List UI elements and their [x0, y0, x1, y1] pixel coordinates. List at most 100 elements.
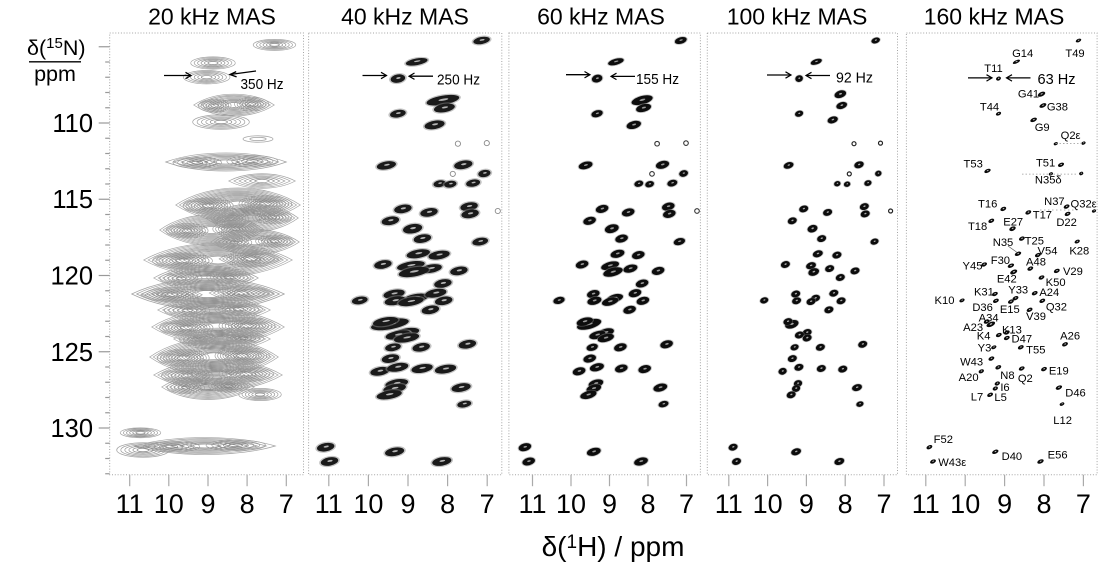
svg-text:125: 125 — [50, 339, 93, 367]
svg-text:N35: N35 — [993, 237, 1014, 249]
svg-text:ppm: ppm — [34, 62, 76, 86]
svg-text:D40: D40 — [1002, 451, 1023, 463]
svg-text:V54: V54 — [1038, 246, 1058, 258]
svg-text:D47: D47 — [1012, 333, 1033, 345]
svg-text:W43ε: W43ε — [938, 457, 966, 469]
svg-text:T11: T11 — [984, 63, 1002, 75]
svg-text:E19: E19 — [1049, 365, 1069, 377]
svg-text:E15: E15 — [1000, 304, 1020, 316]
svg-text:N8: N8 — [1000, 370, 1014, 382]
svg-text:11: 11 — [912, 489, 940, 519]
svg-text:G41: G41 — [1018, 89, 1039, 101]
svg-text:40 kHz MAS: 40 kHz MAS — [341, 4, 469, 30]
svg-text:T18: T18 — [968, 221, 987, 233]
svg-text:N37: N37 — [1044, 196, 1065, 208]
svg-text:Y45: Y45 — [963, 260, 983, 272]
svg-text:9: 9 — [997, 489, 1012, 519]
svg-text:D36: D36 — [972, 302, 993, 314]
svg-text:K4: K4 — [977, 330, 991, 342]
svg-text:T16: T16 — [978, 199, 997, 211]
svg-text:10: 10 — [950, 489, 980, 519]
svg-text:T44: T44 — [980, 102, 999, 114]
svg-text:160 kHz MAS: 160 kHz MAS — [924, 4, 1065, 30]
svg-text:11: 11 — [116, 489, 144, 519]
svg-text:120: 120 — [50, 263, 93, 291]
svg-text:Q32ε: Q32ε — [1071, 199, 1097, 211]
svg-text:60 kHz MAS: 60 kHz MAS — [537, 4, 665, 30]
svg-text:V29: V29 — [1063, 266, 1083, 278]
svg-text:T25: T25 — [1025, 235, 1044, 247]
svg-text:I6: I6 — [1000, 382, 1009, 394]
svg-text:K13: K13 — [1002, 324, 1022, 336]
svg-text:8: 8 — [640, 489, 655, 519]
svg-text:7: 7 — [876, 489, 891, 519]
svg-text:T49: T49 — [1065, 48, 1084, 60]
svg-text:L5: L5 — [994, 392, 1006, 404]
svg-text:A24: A24 — [1039, 287, 1059, 299]
svg-text:W43: W43 — [960, 356, 983, 368]
svg-text:E27: E27 — [1003, 216, 1023, 228]
svg-text:K28: K28 — [1069, 246, 1089, 258]
svg-text:Y33: Y33 — [1008, 284, 1028, 296]
svg-text:K10: K10 — [935, 295, 955, 307]
svg-text:11: 11 — [518, 489, 546, 519]
svg-text:20 kHz MAS: 20 kHz MAS — [148, 4, 276, 30]
svg-text:155 Hz: 155 Hz — [636, 72, 679, 88]
svg-text:9: 9 — [602, 489, 617, 519]
svg-text:F52: F52 — [934, 434, 953, 446]
svg-text:Q2: Q2 — [1018, 373, 1033, 385]
svg-text:A48: A48 — [1026, 257, 1046, 269]
svg-text:63 Hz: 63 Hz — [1038, 71, 1076, 88]
svg-text:10: 10 — [353, 489, 383, 519]
svg-text:A23: A23 — [963, 322, 983, 334]
svg-text:350 Hz: 350 Hz — [241, 77, 284, 93]
svg-text:A20: A20 — [959, 372, 979, 384]
svg-text:L12: L12 — [1053, 415, 1072, 427]
svg-text:8: 8 — [440, 489, 455, 519]
svg-text:Y3: Y3 — [978, 342, 992, 354]
svg-text:115: 115 — [52, 186, 93, 214]
svg-text:T17: T17 — [1033, 209, 1052, 221]
svg-text:E42: E42 — [997, 274, 1017, 286]
svg-text:7: 7 — [1076, 489, 1091, 519]
svg-text:110: 110 — [52, 110, 93, 138]
svg-text:100 kHz MAS: 100 kHz MAS — [727, 4, 868, 30]
svg-text:10: 10 — [154, 489, 184, 519]
svg-text:11: 11 — [715, 489, 743, 519]
svg-text:9: 9 — [200, 489, 215, 519]
svg-text:G38: G38 — [1047, 101, 1068, 113]
svg-text:T53: T53 — [964, 158, 983, 170]
svg-text:A34: A34 — [979, 313, 999, 325]
svg-text:K31: K31 — [974, 287, 994, 299]
svg-text:T51: T51 — [1036, 157, 1055, 169]
svg-text:D46: D46 — [1065, 388, 1086, 400]
svg-text:V39: V39 — [1026, 311, 1046, 323]
svg-text:T55: T55 — [1026, 344, 1045, 356]
svg-text:250 Hz: 250 Hz — [437, 73, 480, 89]
svg-text:10: 10 — [753, 489, 783, 519]
svg-text:K50: K50 — [1046, 277, 1066, 289]
svg-text:11: 11 — [315, 489, 343, 519]
svg-text:10: 10 — [556, 489, 586, 519]
svg-text:7: 7 — [279, 489, 294, 519]
svg-text:130: 130 — [50, 415, 93, 443]
svg-text:E56: E56 — [1048, 450, 1068, 462]
svg-text:9: 9 — [799, 489, 814, 519]
svg-text:δ(1H) / ppm: δ(1H) / ppm — [542, 531, 685, 562]
svg-text:8: 8 — [1036, 489, 1051, 519]
svg-text:9: 9 — [400, 489, 415, 519]
svg-text:L7: L7 — [971, 392, 983, 404]
svg-text:92 Hz: 92 Hz — [836, 71, 873, 87]
svg-text:7: 7 — [480, 489, 495, 519]
svg-text:8: 8 — [240, 489, 255, 519]
svg-text:G9: G9 — [1035, 122, 1050, 134]
svg-text:7: 7 — [679, 489, 694, 519]
svg-text:Q32: Q32 — [1046, 302, 1067, 314]
svg-text:G14: G14 — [1012, 48, 1033, 60]
svg-text:F30: F30 — [991, 255, 1010, 267]
svg-text:Q2ε: Q2ε — [1061, 130, 1081, 142]
svg-text:N35δ: N35δ — [1035, 175, 1062, 187]
svg-text:A26: A26 — [1060, 330, 1080, 342]
svg-text:8: 8 — [838, 489, 853, 519]
svg-text:D22: D22 — [1056, 217, 1077, 229]
